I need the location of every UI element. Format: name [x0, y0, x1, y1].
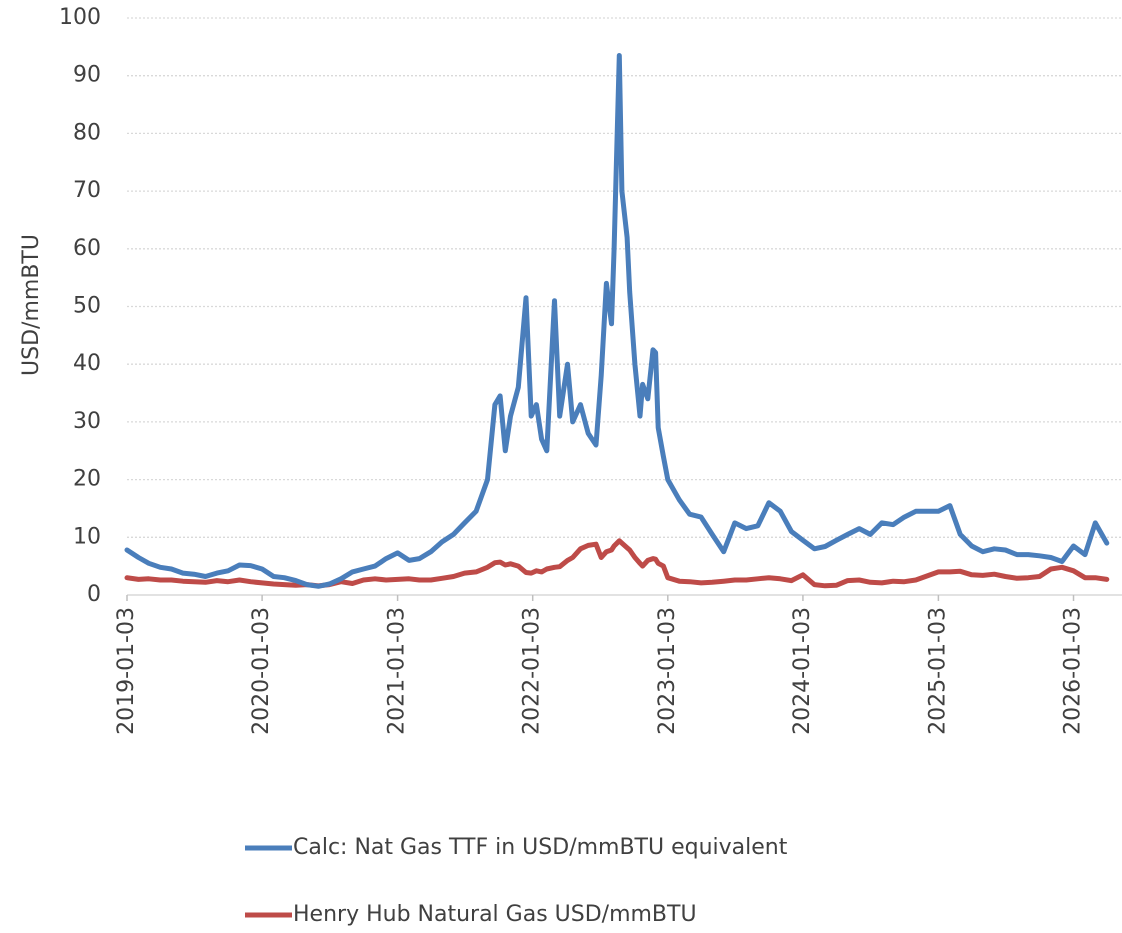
x-tick-label: 2020-01-03 [249, 607, 274, 735]
x-tick-label: 2024-01-03 [790, 607, 815, 735]
x-tick-label: 2023-01-03 [655, 607, 680, 735]
y-axis-label: USD/mmBTU [19, 234, 44, 376]
legend-label: Calc: Nat Gas TTF in USD/mmBTU equivalen… [293, 835, 788, 860]
y-tick-label: 80 [73, 120, 101, 145]
legend-label: Henry Hub Natural Gas USD/mmBTU [293, 902, 697, 927]
x-tick-label: 2022-01-03 [520, 607, 545, 735]
y-tick-label: 0 [87, 582, 101, 607]
y-tick-label: 60 [73, 236, 101, 261]
x-tick-label: 2019-01-03 [114, 607, 139, 735]
y-tick-label: 30 [73, 409, 101, 434]
y-tick-label: 90 [73, 63, 101, 88]
series-line [124, 53, 1110, 589]
y-tick-label: 20 [73, 467, 101, 492]
x-tick-label: 2025-01-03 [925, 607, 950, 735]
y-tick-label: 50 [73, 294, 101, 319]
x-tick-label: 2026-01-03 [1061, 607, 1086, 735]
y-tick-label: 40 [73, 351, 101, 376]
y-tick-label: 10 [73, 524, 101, 549]
y-tick-label: 100 [59, 5, 101, 30]
y-tick-label: 70 [73, 178, 101, 203]
x-tick-label: 2021-01-03 [385, 607, 410, 735]
